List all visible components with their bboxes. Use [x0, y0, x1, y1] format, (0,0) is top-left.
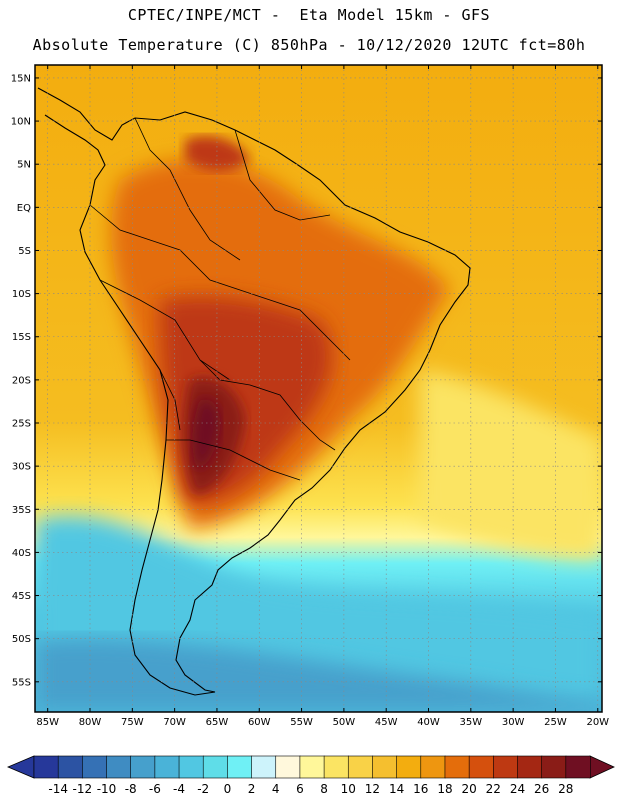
- map-frame: [34, 64, 603, 713]
- colorbar-swatch: [299, 755, 325, 779]
- lat-tick-label: EQ: [17, 203, 31, 214]
- lon-tick-label: 20W: [586, 717, 609, 728]
- colorbar-label: 26: [534, 782, 549, 796]
- lat-tick-label: 40S: [12, 548, 31, 559]
- colorbar-swatch: [493, 755, 519, 779]
- lat-tick-label: 50S: [12, 634, 31, 645]
- lat-tick-label: 30S: [12, 462, 31, 473]
- lon-tick-label: 50W: [333, 717, 356, 728]
- colorbar-label: 24: [510, 782, 525, 796]
- colorbar-swatch: [33, 755, 59, 779]
- colorbar-label: 18: [437, 782, 452, 796]
- lon-tick-label: 45W: [375, 717, 398, 728]
- lon-tick-label: 80W: [79, 717, 102, 728]
- colorbar-swatch: [227, 755, 253, 779]
- lat-tick-label: 20S: [12, 375, 31, 386]
- colorbar-swatch: [57, 755, 83, 779]
- colorbar-label: 2: [248, 782, 256, 796]
- colorbar-swatch: [82, 755, 108, 779]
- colorbar-swatch: [396, 755, 422, 779]
- lat-tick-label: 5N: [17, 160, 31, 171]
- colorbar-swatch: [420, 755, 446, 779]
- colorbar-label: 28: [558, 782, 573, 796]
- axis-ticks: 15N 10N 5N EQ 5S 10S 15S 20S 25S 30S 35S 40S 45S 50S 5…: [11, 65, 609, 728]
- colorbar-label: 12: [365, 782, 380, 796]
- colorbar-swatch: [541, 755, 567, 779]
- colorbar-label: 8: [320, 782, 328, 796]
- lon-tick-label: 30W: [502, 717, 525, 728]
- colorbar-label: 10: [341, 782, 356, 796]
- lat-tick-label: 25S: [12, 419, 31, 430]
- colorbar-swatch: [323, 755, 349, 779]
- colorbar-label: -4: [173, 782, 185, 796]
- field-layer: [35, 65, 602, 712]
- colorbar: -14 -12 -10 -8 -6 -4 -2 0 2 4 6 8 10 12 14 16 18 20 22 24 26…: [6, 755, 615, 796]
- lon-tick-label: 85W: [36, 717, 59, 728]
- lat-tick-label: 5S: [18, 246, 31, 257]
- colorbar-label: 20: [461, 782, 476, 796]
- colorbar-swatch: [178, 755, 204, 779]
- lon-tick-label: 35W: [460, 717, 483, 728]
- colorbar-swatch: [130, 755, 156, 779]
- lon-tick-label: 25W: [544, 717, 567, 728]
- lat-tick-label: 35S: [12, 505, 31, 516]
- colorbar-left-arrow: [6, 755, 35, 779]
- colorbar-swatch: [372, 755, 398, 779]
- colorbar-label: 4: [272, 782, 280, 796]
- colorbar-label: 6: [296, 782, 304, 796]
- colorbar-swatch: [517, 755, 543, 779]
- colorbar-label: 22: [486, 782, 501, 796]
- colorbar-swatch: [154, 755, 180, 779]
- colorbar-right-arrow: [589, 755, 615, 779]
- colorbar-swatch: [468, 755, 494, 779]
- south-america-coastline: [37, 87, 471, 696]
- colorbar-label: -12: [73, 782, 93, 796]
- colorbar-label: 14: [389, 782, 404, 796]
- colorbar-label: -14: [48, 782, 68, 796]
- lon-tick-label: 65W: [206, 717, 229, 728]
- colorbar-swatch: [275, 755, 301, 779]
- title-line-1: CPTEC/INPE/MCT - Eta Model 15km - GFS: [127, 6, 491, 24]
- lat-tick-label: 10S: [12, 289, 31, 300]
- colorbar-label: -6: [149, 782, 161, 796]
- lat-tick-label: 15N: [11, 73, 31, 84]
- colorbar-swatch: [565, 755, 591, 779]
- country-borders: [89, 117, 351, 481]
- lon-tick-label: 60W: [248, 717, 271, 728]
- colorbar-label: 0: [224, 782, 232, 796]
- title-line-2: Absolute Temperature (C) 850hPa - 10/12/…: [32, 36, 586, 54]
- lon-tick-label: 70W: [163, 717, 186, 728]
- colorbar-swatch: [444, 755, 470, 779]
- lon-tick-label: 55W: [290, 717, 313, 728]
- lat-tick-label: 15S: [12, 332, 31, 343]
- colorbar-label: 16: [413, 782, 428, 796]
- colorbar-swatch: [251, 755, 277, 779]
- lat-tick-label: 45S: [12, 591, 31, 602]
- lat-tick-label: 10N: [11, 117, 31, 128]
- colorbar-label: -10: [97, 782, 117, 796]
- colorbar-swatch: [347, 755, 374, 779]
- graticule: [35, 65, 602, 712]
- lon-tick-label: 40W: [417, 717, 440, 728]
- lon-tick-label: 75W: [121, 717, 144, 728]
- lat-tick-label: 55S: [12, 677, 31, 688]
- colorbar-swatch: [202, 755, 228, 779]
- colorbar-swatch: [106, 755, 132, 779]
- colorbar-label: -8: [125, 782, 137, 796]
- colorbar-label: -2: [197, 782, 209, 796]
